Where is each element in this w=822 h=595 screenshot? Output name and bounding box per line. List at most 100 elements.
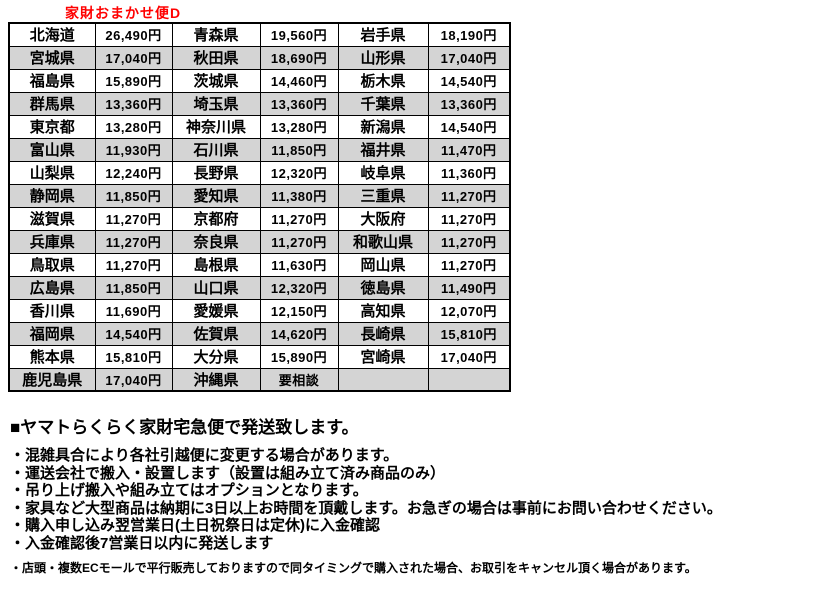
prefecture-cell: 京都府 xyxy=(171,206,261,231)
prefecture-cell: 徳島県 xyxy=(337,275,429,300)
price-cell: 13,360円 xyxy=(94,91,173,116)
prefecture-cell: 三重県 xyxy=(337,183,429,208)
price-cell: 18,190円 xyxy=(427,22,511,47)
price-cell: 17,040円 xyxy=(94,45,173,70)
prefecture-cell: 大分県 xyxy=(171,344,261,369)
prefecture-cell: 岡山県 xyxy=(337,252,429,277)
prefecture-cell: 宮城県 xyxy=(8,45,96,70)
price-cell: 11,850円 xyxy=(94,183,173,208)
prefecture-cell: 福岡県 xyxy=(8,321,96,346)
price-cell: 15,890円 xyxy=(259,344,339,369)
prefecture-cell: 神奈川県 xyxy=(171,114,261,139)
notes-footnote: ・店頭・複数ECモールで平行販売しておりますので同タイミングで購入された場合、お… xyxy=(10,561,697,575)
price-cell: 11,850円 xyxy=(259,137,339,162)
note-line: ・運送会社で搬入・設置します（設置は組み立て済み商品のみ） xyxy=(10,464,446,482)
prefecture-cell: 長崎県 xyxy=(337,321,429,346)
prefecture-cell: 和歌山県 xyxy=(337,229,429,254)
price-cell: 15,810円 xyxy=(94,344,173,369)
price-cell: 15,890円 xyxy=(94,68,173,93)
price-cell: 11,270円 xyxy=(427,206,511,231)
table-row: 福岡県 14,540円 佐賀県 14,620円 長崎県 15,810円 xyxy=(8,321,511,346)
price-cell: 11,270円 xyxy=(94,229,173,254)
prefecture-cell: 佐賀県 xyxy=(171,321,261,346)
price-cell: 11,850円 xyxy=(94,275,173,300)
price-cell: 14,540円 xyxy=(427,68,511,93)
prefecture-cell: 秋田県 xyxy=(171,45,261,70)
prefecture-cell: 富山県 xyxy=(8,137,96,162)
price-cell: 12,320円 xyxy=(259,275,339,300)
price-cell: 17,040円 xyxy=(427,344,511,369)
price-cell: 11,470円 xyxy=(427,137,511,162)
price-cell: 11,270円 xyxy=(427,252,511,277)
prefecture-cell: 山口県 xyxy=(171,275,261,300)
price-cell: 13,360円 xyxy=(259,91,339,116)
price-cell: 11,490円 xyxy=(427,275,511,300)
price-cell: 要相談 xyxy=(259,367,339,392)
prefecture-cell: 鳥取県 xyxy=(8,252,96,277)
table-row: 香川県 11,690円 愛媛県 12,150円 高知県 12,070円 xyxy=(8,298,511,323)
table-row: 福島県 15,890円 茨城県 14,460円 栃木県 14,540円 xyxy=(8,68,511,93)
shipping-table-body: 北海道 26,490円 青森県 19,560円 岩手県 18,190円 宮城県 17,040円… xyxy=(8,22,511,392)
price-cell: 14,620円 xyxy=(259,321,339,346)
price-cell: 11,930円 xyxy=(94,137,173,162)
price-cell: 17,040円 xyxy=(94,367,173,392)
table-row: 富山県 11,930円 石川県 11,850円 福井県 11,470円 xyxy=(8,137,511,162)
prefecture-cell: 兵庫県 xyxy=(8,229,96,254)
table-row: 山梨県 12,240円 長野県 12,320円 岐阜県 11,360円 xyxy=(8,160,511,185)
table-row: 東京都 13,280円 神奈川県 13,280円 新潟県 14,540円 xyxy=(8,114,511,139)
prefecture-cell: 香川県 xyxy=(8,298,96,323)
note-line: ・入金確認後7営業日以内に発送します xyxy=(10,534,274,552)
prefecture-cell: 岐阜県 xyxy=(337,160,429,185)
price-cell: 11,270円 xyxy=(427,229,511,254)
prefecture-cell: 福島県 xyxy=(8,68,96,93)
price-cell: 14,540円 xyxy=(94,321,173,346)
price-cell: 13,280円 xyxy=(259,114,339,139)
prefecture-cell: 栃木県 xyxy=(337,68,429,93)
prefecture-cell: 大阪府 xyxy=(337,206,429,231)
price-cell: 12,320円 xyxy=(259,160,339,185)
price-cell: 11,270円 xyxy=(427,183,511,208)
price-cell: 11,270円 xyxy=(259,206,339,231)
price-cell: 19,560円 xyxy=(259,22,339,47)
shipping-notes: ■ヤマトらくらく家財宅急便で発送致します。 ・混雑具合により各社引越便に変更する… xyxy=(10,413,818,576)
prefecture-cell: 高知県 xyxy=(337,298,429,323)
prefecture-cell xyxy=(337,367,429,392)
note-line: ・吊り上げ搬入や組み立てはオプションとなります。 xyxy=(10,482,368,499)
prefecture-cell: 宮崎県 xyxy=(337,344,429,369)
price-cell: 14,540円 xyxy=(427,114,511,139)
prefecture-cell: 長野県 xyxy=(171,160,261,185)
prefecture-cell: 鹿児島県 xyxy=(8,367,96,392)
prefecture-cell: 静岡県 xyxy=(8,183,96,208)
prefecture-cell: 青森県 xyxy=(171,22,261,47)
price-cell: 11,270円 xyxy=(94,252,173,277)
prefecture-cell: 千葉県 xyxy=(337,91,429,116)
table-row: 鳥取県 11,270円 島根県 11,630円 岡山県 11,270円 xyxy=(8,252,511,277)
price-cell: 11,630円 xyxy=(259,252,339,277)
note-line: ・購入申し込み翌営業日(土日祝祭日は定休)に入金確認 xyxy=(10,517,380,534)
prefecture-cell: 福井県 xyxy=(337,137,429,162)
price-cell: 11,360円 xyxy=(427,160,511,185)
price-cell: 14,460円 xyxy=(259,68,339,93)
table-row: 熊本県 15,810円 大分県 15,890円 宮崎県 17,040円 xyxy=(8,344,511,369)
prefecture-cell: 群馬県 xyxy=(8,91,96,116)
price-cell: 11,690円 xyxy=(94,298,173,323)
price-cell: 11,380円 xyxy=(259,183,339,208)
prefecture-cell: 茨城県 xyxy=(171,68,261,93)
price-cell: 15,810円 xyxy=(427,321,511,346)
table-row: 兵庫県 11,270円 奈良県 11,270円 和歌山県 11,270円 xyxy=(8,229,511,254)
table-row: 鹿児島県 17,040円 沖縄県 要相談 xyxy=(8,367,511,392)
note-line: ・家具など大型商品は納期に3日以上お時間を頂戴します。お急ぎの場合は事前にお問い… xyxy=(10,499,722,517)
price-cell: 26,490円 xyxy=(94,22,173,47)
price-cell: 12,150円 xyxy=(259,298,339,323)
price-cell: 18,690円 xyxy=(259,45,339,70)
prefecture-cell: 滋賀県 xyxy=(8,206,96,231)
table-row: 静岡県 11,850円 愛知県 11,380円 三重県 11,270円 xyxy=(8,183,511,208)
price-cell: 12,240円 xyxy=(94,160,173,185)
table-row: 滋賀県 11,270円 京都府 11,270円 大阪府 11,270円 xyxy=(8,206,511,231)
table-row: 群馬県 13,360円 埼玉県 13,360円 千葉県 13,360円 xyxy=(8,91,511,116)
notes-heading: ■ヤマトらくらく家財宅急便で発送致します。 xyxy=(10,418,359,437)
prefecture-cell: 東京都 xyxy=(8,114,96,139)
prefecture-cell: 沖縄県 xyxy=(171,367,261,392)
table-row: 宮城県 17,040円 秋田県 18,690円 山形県 17,040円 xyxy=(8,45,511,70)
